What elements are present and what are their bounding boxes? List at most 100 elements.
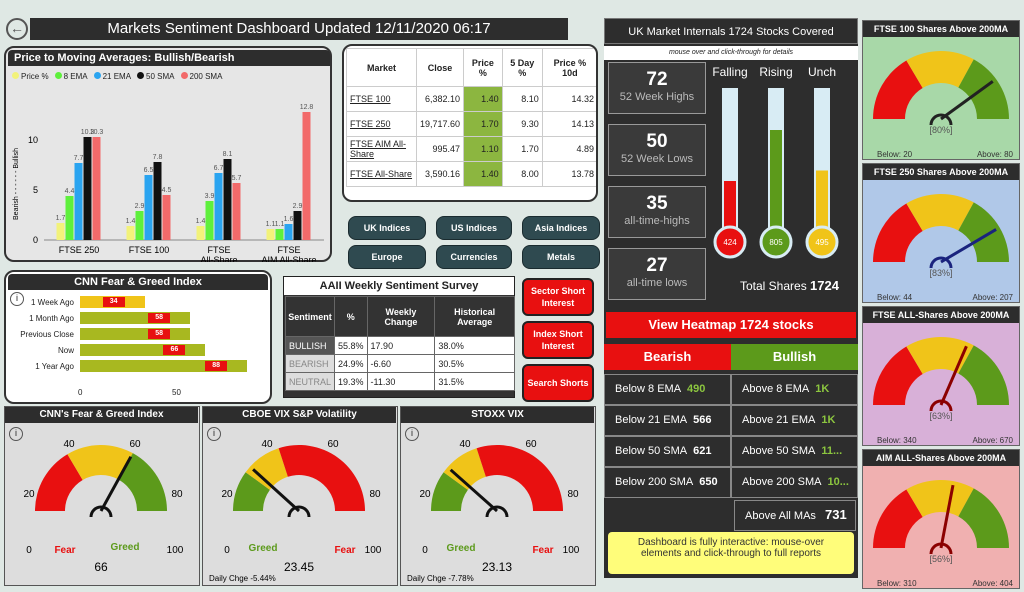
rising-bulb[interactable] [759, 225, 793, 259]
table-cell: 1.70 [463, 111, 503, 137]
info-icon[interactable]: i [9, 427, 23, 441]
column-header[interactable]: Close [415, 48, 465, 87]
bar[interactable] [162, 195, 171, 240]
bar[interactable] [284, 224, 293, 240]
side-gauge[interactable]: FTSE 250 Shares Above 200MA [83%] Below: 4… [862, 163, 1020, 303]
fg-bar[interactable] [80, 312, 191, 324]
table-cell[interactable]: FTSE 250 [346, 111, 417, 137]
bar[interactable] [65, 196, 74, 240]
gauge-title: CBOE VIX S&P Volatility [203, 407, 396, 423]
aaii-header[interactable]: Weekly Change [366, 296, 436, 337]
greed-label: Greed [249, 543, 278, 554]
bar[interactable] [196, 226, 205, 240]
table-row[interactable]: FTSE All-Share 3,590.16 1.40 8.00 13.78 [346, 161, 596, 187]
all-time-lows[interactable]: 27 all-time lows [608, 248, 706, 300]
52-week-highs[interactable]: 72 52 Week Highs [608, 62, 706, 114]
fg-value: 58 [148, 329, 171, 339]
bar[interactable] [153, 162, 162, 240]
bar[interactable] [214, 173, 223, 240]
side-gauge[interactable]: FTSE 100 Shares Above 200MA [80%] Below: 2… [862, 20, 1020, 160]
data-label: 2.9 [135, 203, 145, 210]
gauge-vix[interactable]: CBOE VIX S&P Volatility i 0 20 40 60 80 100 Fear… [202, 406, 398, 586]
bar[interactable] [135, 211, 144, 240]
column-header[interactable]: Market [346, 48, 417, 87]
table-cell[interactable]: FTSE AIM All-Share [346, 136, 417, 162]
gauge-cnn[interactable]: CNN's Fear & Greed Index i 0 20 40 60 80 100 Fea… [4, 406, 200, 586]
table-row[interactable]: FTSE 100 6,382.10 1.40 8.10 14.32 [346, 86, 596, 112]
bar[interactable] [275, 229, 284, 240]
gauge-stoxx[interactable]: STOXX VIX i 0 20 40 60 80 100 Fear Greed 23.13 Dail… [400, 406, 596, 586]
bar[interactable] [223, 159, 232, 240]
column-header[interactable]: Price % 10d [541, 48, 596, 87]
fg-value: 88 [205, 361, 228, 371]
fg-bar[interactable] [80, 344, 206, 356]
table-cell[interactable]: FTSE All-Share [346, 161, 417, 187]
fear-label: Fear [334, 545, 355, 556]
rising-fill [770, 130, 782, 238]
all-time-highs[interactable]: 35 all-time-highs [608, 186, 706, 238]
info-icon[interactable]: i [10, 292, 24, 306]
fg-bar[interactable] [80, 328, 191, 340]
y-tick: 0 [33, 235, 38, 245]
aaii-header[interactable]: Sentiment [284, 296, 336, 337]
column-header[interactable]: Price % [463, 48, 503, 87]
bar[interactable] [205, 201, 214, 240]
bar[interactable] [56, 223, 65, 240]
metals-button[interactable]: Metals [522, 245, 600, 269]
heatmap-button[interactable]: View Heatmap 1724 stocks [606, 312, 856, 338]
above-all-mas[interactable]: Above All MAs 731 [734, 500, 856, 531]
bar[interactable] [83, 137, 92, 240]
asia-indices-button[interactable]: Asia Indices [522, 216, 600, 240]
gauge-band [906, 194, 974, 232]
bar[interactable] [293, 211, 302, 240]
aaii-row[interactable]: BEARISH 24.9% -6.60 30.5% [284, 354, 515, 373]
bar[interactable] [126, 226, 135, 240]
bull-item[interactable]: Above 8 EMA 1K [731, 374, 858, 405]
table-cell[interactable]: FTSE 100 [346, 86, 417, 112]
bar[interactable] [92, 137, 101, 240]
data-label: 7.7 [74, 155, 84, 162]
bear-item[interactable]: Below 200 SMA 650 [604, 467, 731, 498]
unch-bulb[interactable] [805, 225, 839, 259]
aaii-panel: AAII Weekly Sentiment Survey Sentiment% W… [283, 276, 515, 398]
bar[interactable] [266, 229, 275, 240]
sector-short-interest-button[interactable]: Sector Short Interest [522, 278, 594, 316]
aaii-cell: BEARISH [284, 354, 336, 373]
bar[interactable] [144, 175, 153, 240]
gauge-tick: 40 [63, 439, 75, 450]
bar[interactable] [232, 183, 241, 240]
gauge-band [958, 345, 1009, 405]
bull-item[interactable]: Above 200 SMA 10... [731, 467, 858, 498]
table-row[interactable]: FTSE AIM All-Share 995.47 1.10 1.70 4.89 [346, 136, 596, 162]
aaii-header[interactable]: % [334, 296, 368, 337]
info-icon[interactable]: i [207, 427, 221, 441]
search-shorts-button[interactable]: Search Shorts [522, 364, 594, 402]
aaii-header[interactable]: Historical Average [434, 296, 515, 337]
gauge-band [906, 51, 974, 89]
bar[interactable] [302, 112, 311, 240]
currencies-button[interactable]: Currencies [436, 245, 512, 269]
bear-item[interactable]: Below 50 SMA 621 [604, 436, 731, 467]
table-row[interactable]: FTSE 250 19,717.60 1.70 9.30 14.13 [346, 111, 596, 137]
side-gauge[interactable]: FTSE ALL-Shares Above 200MA [63%] Below: 3… [862, 306, 1020, 446]
europe-button[interactable]: Europe [348, 245, 426, 269]
aaii-table: Sentiment% Weekly Change Historical Averag… [284, 296, 515, 391]
column-header[interactable]: 5 Day % [501, 48, 543, 87]
aaii-row[interactable]: NEUTRAL 19.3% -11.30 31.5% [284, 372, 515, 391]
falling-bulb[interactable] [713, 225, 747, 259]
bear-item[interactable]: Below 8 EMA 490 [604, 374, 731, 405]
us-indices-button[interactable]: US Indices [436, 216, 512, 240]
52-week-lows[interactable]: 50 52 Week Lows [608, 124, 706, 176]
bull-item[interactable]: Above 50 SMA 11... [731, 436, 858, 467]
bar[interactable] [74, 163, 83, 240]
aaii-row[interactable]: BULLISH 55.8% 17.90 38.0% [284, 336, 515, 355]
side-gauge[interactable]: AIM ALL-Shares Above 200MA [56%] Below: 31… [862, 449, 1020, 589]
bull-item[interactable]: Above 21 EMA 1K [731, 405, 858, 436]
uk-indices-button[interactable]: UK Indices [348, 216, 426, 240]
bear-item[interactable]: Below 21 EMA 566 [604, 405, 731, 436]
info-icon[interactable]: i [405, 427, 419, 441]
index-short-interest-button[interactable]: Index Short Interest [522, 321, 594, 359]
back-button[interactable]: ← [6, 18, 28, 40]
fg-value: 58 [148, 313, 171, 323]
